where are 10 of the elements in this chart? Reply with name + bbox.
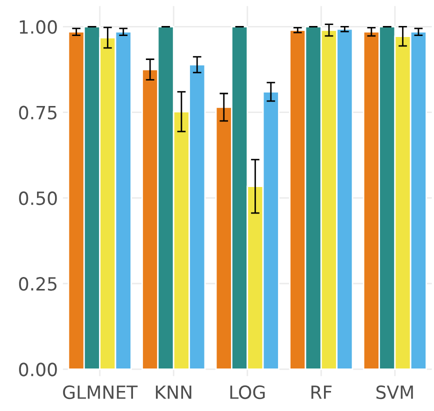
y-tick-label: 0.75 xyxy=(19,106,56,120)
x-tick-label: LOG xyxy=(230,385,265,400)
x-tick-label: RF xyxy=(311,386,332,399)
y-tick-label: 0.50 xyxy=(19,191,57,206)
y-tick-label: 0.00 xyxy=(19,362,57,376)
y-tick-label: 1.00 xyxy=(20,20,57,34)
y-tick-label: 0.25 xyxy=(19,277,56,291)
x-tick-label: SVM xyxy=(376,385,413,400)
x-tick-label: KNN xyxy=(156,386,192,399)
x-tick-label: GLMNET xyxy=(63,385,138,400)
